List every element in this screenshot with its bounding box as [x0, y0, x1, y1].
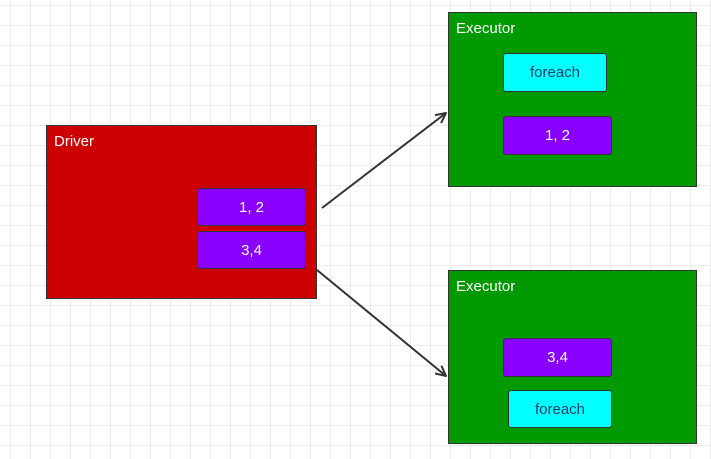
arrow-driver-to-executor-top	[321, 113, 446, 209]
executor-top-foreach: foreach	[503, 53, 607, 92]
executor-box-top: Executor foreach 1, 2	[448, 12, 697, 187]
executor-box-bottom: Executor 3,4 foreach	[448, 270, 697, 444]
executor-bottom-label: Executor	[456, 278, 516, 295]
executor-top-label: Executor	[456, 20, 516, 37]
executor-bottom-foreach: foreach	[508, 390, 612, 428]
driver-box: Driver 1, 2 3,4	[46, 125, 317, 299]
executor-bottom-partition: 3,4	[503, 338, 612, 377]
arrow-driver-to-executor-bottom	[316, 269, 446, 376]
driver-label: Driver	[54, 133, 94, 150]
driver-partition-1: 1, 2	[197, 188, 306, 226]
executor-top-partition: 1, 2	[503, 116, 612, 155]
driver-partition-2: 3,4	[197, 231, 306, 269]
